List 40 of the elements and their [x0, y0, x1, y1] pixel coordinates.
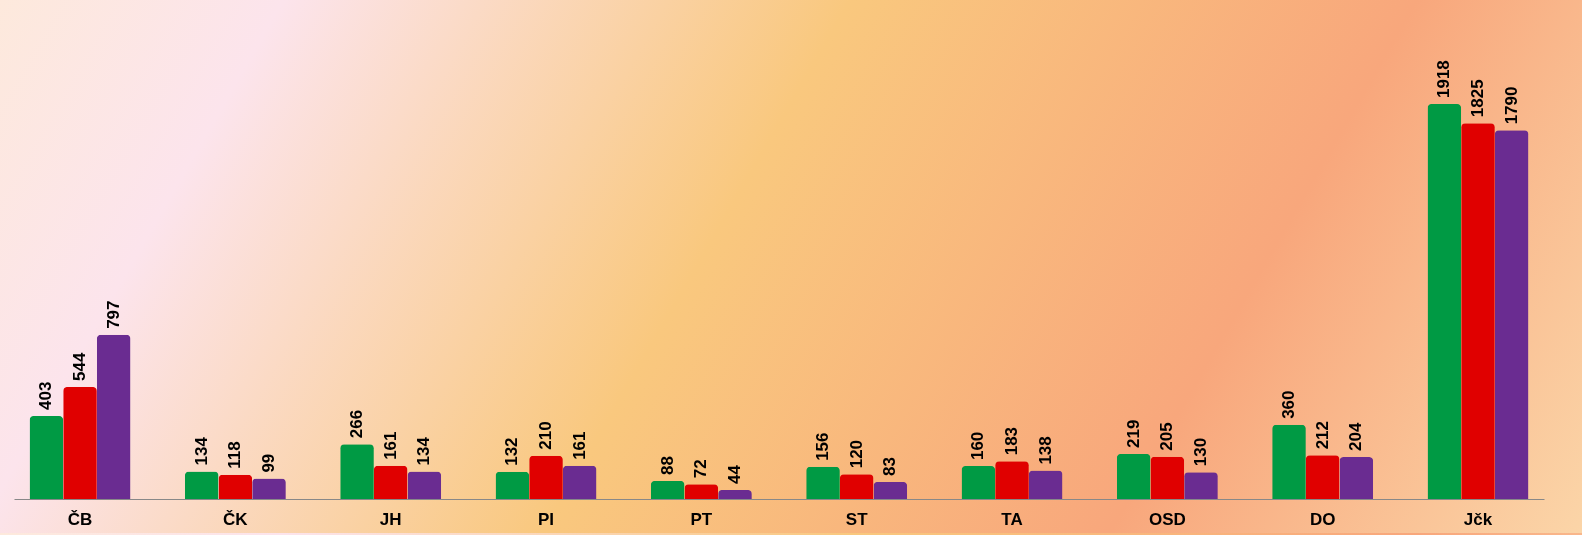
data-label: 134 — [191, 436, 211, 466]
data-label: 219 — [1123, 419, 1143, 448]
x-tick-label: JH — [379, 509, 402, 529]
x-tick-label: ČK — [223, 509, 249, 529]
data-label: 360 — [1279, 390, 1298, 419]
data-label: 183 — [1001, 426, 1021, 456]
data-label: 161 — [380, 431, 400, 460]
data-label: 161 — [569, 431, 589, 460]
data-label: 156 — [813, 432, 833, 461]
data-label: 99 — [259, 453, 278, 473]
data-label: 544 — [70, 352, 90, 381]
data-label: 1825 — [1467, 79, 1487, 118]
x-tick-label: ČB — [67, 509, 93, 529]
x-tick-label: Jčk — [1463, 509, 1493, 529]
data-label: 138 — [1035, 436, 1055, 465]
data-label: 266 — [347, 409, 367, 439]
x-tick-label: TA — [1001, 509, 1023, 529]
data-label: 204 — [1346, 422, 1366, 451]
x-tick-label: ST — [845, 509, 869, 529]
data-label: 210 — [536, 421, 556, 450]
data-label: 1918 — [1434, 60, 1454, 98]
data-label: 134 — [414, 436, 434, 466]
data-label: 403 — [36, 381, 56, 410]
data-label: 72 — [691, 459, 711, 479]
x-tick-label: PI — [537, 509, 555, 529]
data-label: 205 — [1157, 422, 1177, 451]
data-label: 160 — [968, 431, 988, 461]
data-label: 118 — [225, 441, 245, 469]
x-tick-label: PT — [690, 509, 713, 529]
data-label: 1790 — [1501, 86, 1521, 125]
x-tick-label: DO — [1309, 509, 1336, 529]
data-label: 130 — [1190, 437, 1210, 467]
data-label: 83 — [880, 456, 900, 476]
data-label: 120 — [846, 439, 866, 469]
data-label: 212 — [1312, 420, 1332, 450]
data-label: 132 — [502, 437, 522, 466]
x-tick-label: OSD — [1148, 509, 1186, 529]
data-label: 797 — [103, 300, 123, 329]
data-label: 44 — [724, 464, 744, 484]
data-label: 88 — [657, 455, 677, 475]
